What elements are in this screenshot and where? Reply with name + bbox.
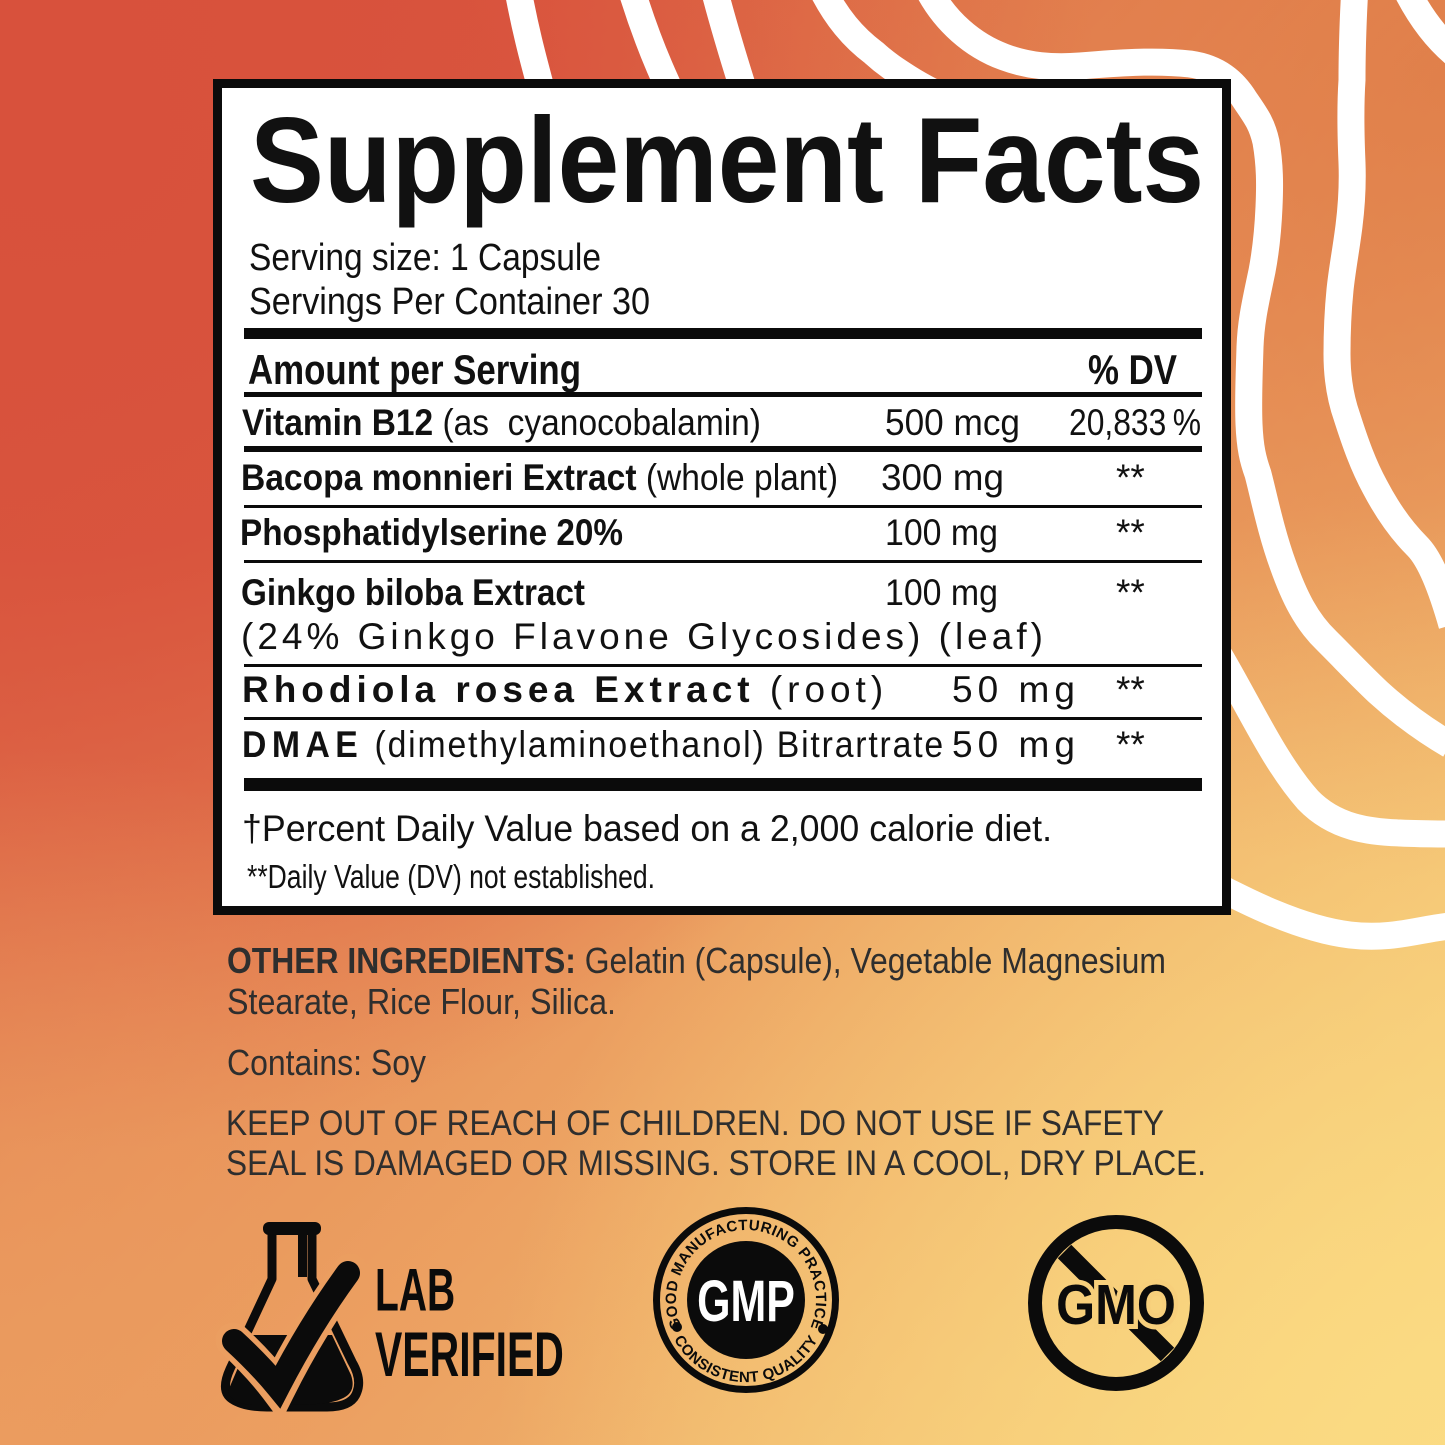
svg-text:GMP: GMP — [697, 1269, 795, 1334]
svg-text:GMO: GMO — [1056, 1273, 1176, 1337]
svg-text:VERIFIED: VERIFIED — [375, 1320, 564, 1390]
svg-text:LAB: LAB — [375, 1256, 455, 1324]
